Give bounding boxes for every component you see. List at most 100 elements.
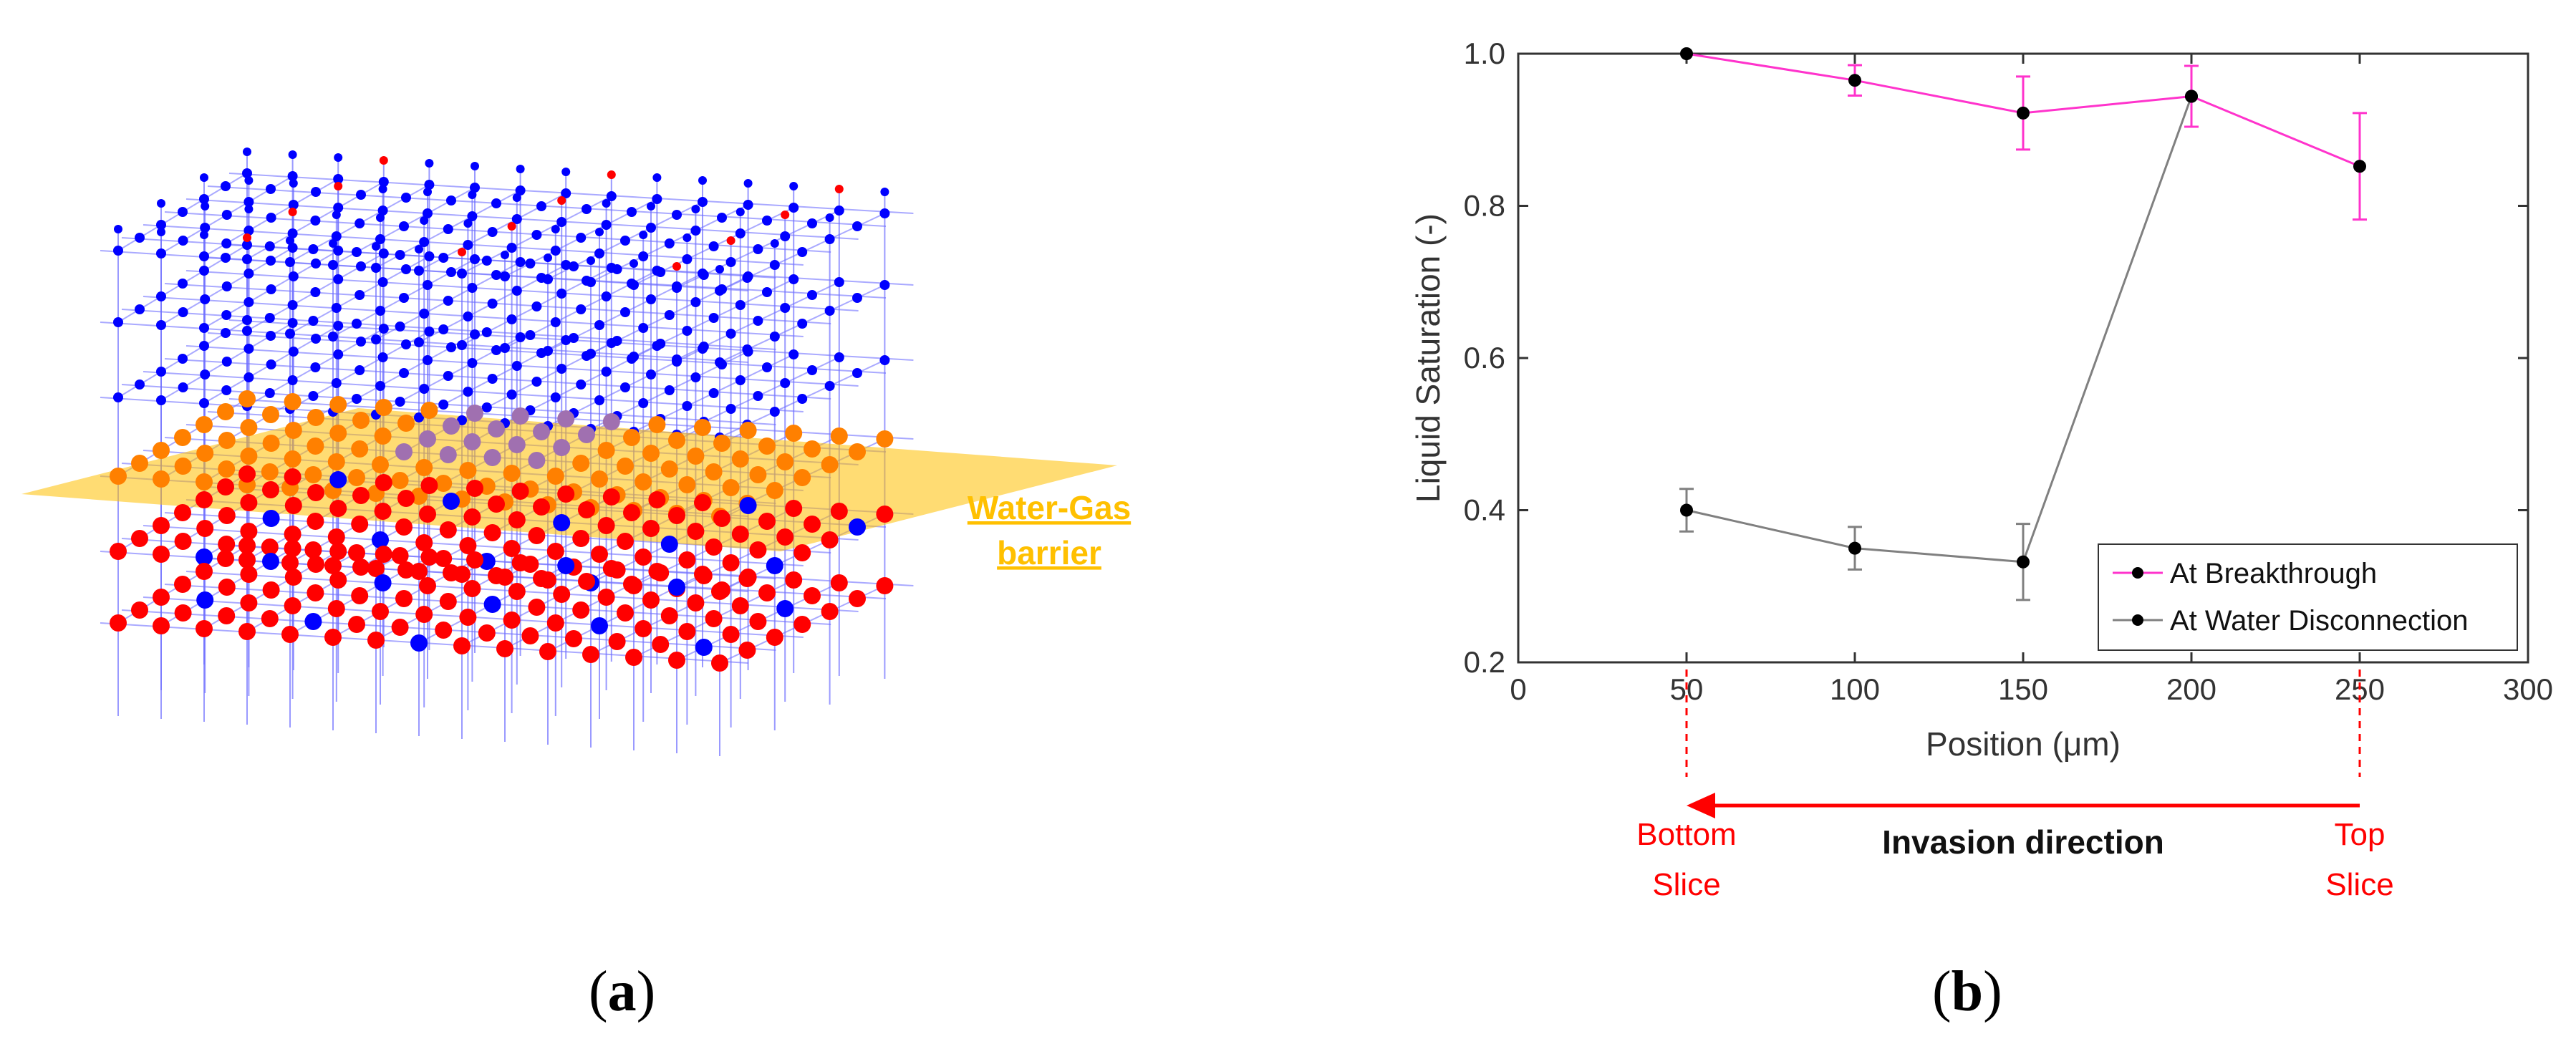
- network-pin: [379, 156, 388, 165]
- network-node: [356, 337, 366, 347]
- network-node: [553, 439, 571, 456]
- network-node: [483, 596, 501, 613]
- network-node: [419, 237, 430, 247]
- network-node: [238, 623, 256, 640]
- network-node: [780, 303, 791, 313]
- network-node: [762, 216, 772, 226]
- network-node: [483, 449, 501, 466]
- network-pin: [244, 176, 254, 185]
- network-pin: [652, 173, 662, 182]
- network-node: [329, 425, 347, 442]
- network-node: [488, 420, 505, 438]
- network-node: [352, 319, 362, 329]
- network-node: [550, 246, 561, 256]
- network-node: [582, 276, 592, 286]
- network-node: [646, 223, 656, 233]
- network-node: [196, 548, 213, 566]
- network-node: [698, 197, 708, 207]
- network-node: [378, 177, 389, 187]
- network-pin: [789, 182, 799, 190]
- network-node: [572, 601, 590, 619]
- network-node: [708, 241, 719, 251]
- network-node: [508, 436, 526, 453]
- network-node: [515, 185, 526, 195]
- network-node: [531, 230, 542, 240]
- network-node: [496, 640, 513, 657]
- network-node: [156, 220, 166, 230]
- data-point: [2353, 160, 2366, 173]
- network-node: [240, 566, 258, 583]
- network-node: [178, 236, 188, 246]
- x-tick-label: 200: [2166, 672, 2216, 706]
- network-pin: [770, 239, 779, 248]
- network-node: [672, 357, 682, 367]
- network-node: [242, 240, 252, 250]
- network-node: [288, 271, 299, 281]
- network-node: [576, 304, 587, 314]
- network-node: [648, 416, 666, 433]
- network-node: [459, 609, 477, 626]
- network-node: [311, 187, 321, 197]
- network-node: [738, 642, 756, 659]
- network-node: [553, 514, 571, 531]
- network-node: [788, 203, 799, 213]
- network-node: [591, 470, 608, 488]
- network-node: [196, 491, 213, 508]
- network-pin: [334, 153, 343, 162]
- network-node: [731, 450, 749, 468]
- network-node: [307, 584, 324, 601]
- network-node: [196, 445, 214, 462]
- network-node: [758, 438, 776, 455]
- network-node: [731, 526, 749, 543]
- network-node: [287, 171, 298, 181]
- network-pin: [372, 242, 380, 251]
- network-node: [698, 269, 708, 279]
- network-node: [420, 548, 438, 566]
- network-node: [743, 271, 753, 281]
- pore-network-diagram: Water-Gas barrier: [21, 148, 1131, 756]
- network-node: [511, 361, 522, 371]
- network-node: [556, 217, 567, 227]
- network-node: [687, 523, 705, 540]
- network-node: [830, 427, 848, 445]
- network-node: [852, 368, 862, 378]
- network-pin: [682, 233, 692, 242]
- network-pin: [244, 205, 254, 213]
- network-node: [668, 579, 685, 596]
- network-node: [528, 599, 546, 616]
- network-node: [378, 324, 389, 334]
- network-node: [238, 551, 256, 569]
- network-node: [576, 380, 587, 390]
- network-node: [285, 329, 295, 339]
- network-node: [261, 610, 279, 627]
- network-node: [377, 352, 388, 362]
- network-node: [463, 387, 473, 397]
- network-node: [110, 468, 127, 485]
- network-node: [646, 294, 656, 304]
- network-node: [797, 394, 808, 404]
- network-node: [824, 306, 835, 316]
- network-node: [821, 603, 839, 620]
- network-node: [664, 385, 675, 395]
- network-node: [623, 576, 640, 593]
- network-pin: [698, 176, 707, 185]
- network-node: [487, 374, 498, 384]
- network-node: [638, 323, 649, 333]
- network-pin: [334, 182, 343, 190]
- network-node: [705, 610, 723, 627]
- network-node: [660, 536, 678, 553]
- network-node: [374, 503, 392, 520]
- network-node: [488, 496, 505, 513]
- network-node: [266, 256, 276, 266]
- network-node: [561, 188, 571, 198]
- network-node: [415, 606, 433, 623]
- network-node: [391, 619, 409, 636]
- data-point: [1848, 541, 1861, 555]
- network-node: [419, 577, 436, 594]
- network-node: [221, 385, 232, 395]
- network-node: [463, 508, 481, 526]
- network-node: [348, 544, 365, 561]
- network-node: [284, 468, 302, 485]
- network-node: [307, 484, 324, 501]
- network-node: [780, 378, 791, 388]
